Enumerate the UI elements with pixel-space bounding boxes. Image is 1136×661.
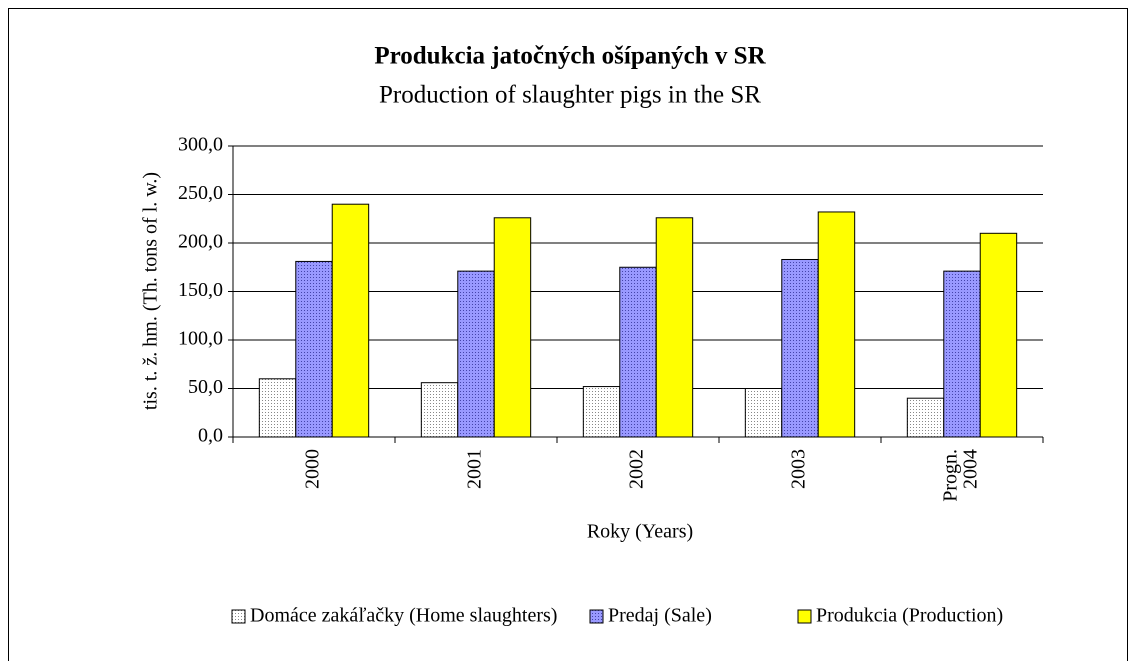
x-tick-label: 2003 — [788, 449, 810, 489]
x-tick-label: Progn. — [940, 449, 962, 502]
bar — [619, 266, 657, 438]
x-tick-label: 2001 — [464, 449, 486, 489]
y-tick-label: 250,0 — [178, 182, 223, 204]
y-tick-label: 100,0 — [178, 328, 223, 350]
bar — [781, 258, 819, 438]
y-axis-label: tis. t. ž. hm. (Th. tons of l. w.) — [140, 172, 162, 410]
chart-title: Produkcia jatočných ošípaných v SR — [374, 43, 766, 70]
legend-swatch — [797, 609, 812, 624]
y-tick-label: 0,0 — [198, 425, 223, 447]
bar — [979, 232, 1018, 438]
x-tick-label: 2002 — [626, 449, 648, 489]
bar — [493, 217, 532, 438]
bar — [943, 270, 981, 438]
bar — [258, 378, 297, 438]
y-tick-label: 50,0 — [188, 376, 223, 398]
chart-subtitle: Production of slaughter pigs in the SR — [379, 82, 761, 109]
bar — [331, 203, 370, 438]
bar — [744, 388, 783, 438]
bar — [655, 217, 694, 438]
legend-swatch — [231, 609, 246, 624]
legend-label: Domáce zakáľačky (Home slaughters) — [250, 605, 557, 627]
y-tick-label: 200,0 — [178, 231, 223, 253]
x-axis-label: Roky (Years) — [587, 521, 693, 543]
bar — [295, 260, 333, 438]
y-tick-label: 300,0 — [178, 134, 223, 156]
x-tick-label: 2004 — [960, 449, 982, 489]
chart-frame — [8, 8, 1128, 661]
bar — [582, 386, 621, 438]
legend-label: Produkcia (Production) — [816, 605, 1003, 627]
legend-swatch — [589, 609, 604, 624]
bar — [420, 382, 459, 438]
y-tick-label: 150,0 — [178, 279, 223, 301]
bar — [906, 397, 945, 438]
bar — [457, 270, 495, 438]
x-tick-label: 2000 — [302, 449, 324, 489]
legend-label: Predaj (Sale) — [608, 605, 712, 627]
bar — [817, 211, 856, 438]
